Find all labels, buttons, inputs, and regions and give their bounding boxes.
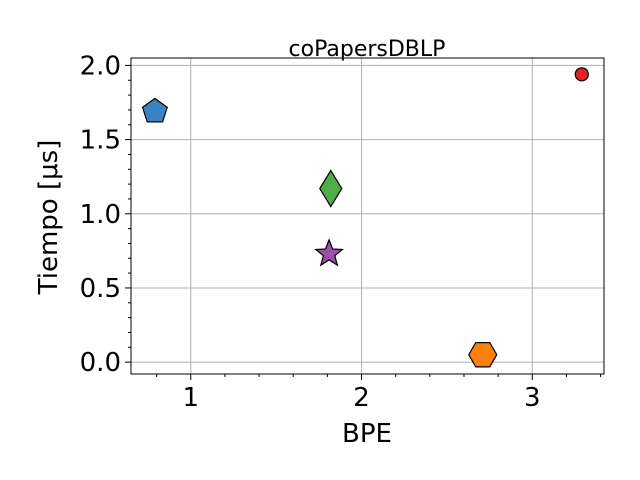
- axis-ticks: 1 2 3 0.0 0.5 1.0 1.5 2.0: [80, 51, 541, 413]
- grid: [131, 58, 604, 374]
- y-tick-label: 0.0: [80, 348, 121, 378]
- y-tick-label: 1.5: [80, 126, 121, 156]
- y-tick-label: 2.0: [80, 51, 121, 81]
- y-tick-label: 0.5: [80, 274, 121, 304]
- x-tick-label: 2: [353, 383, 370, 413]
- y-tick-label: 1.0: [80, 200, 121, 230]
- x-tick-label: 3: [524, 383, 541, 413]
- minor-ticks: [128, 79, 602, 377]
- circle-point: [574, 67, 589, 82]
- y-axis-label: Tiempo [μs]: [34, 140, 64, 296]
- star-point: [314, 238, 344, 267]
- x-tick-label: 1: [182, 383, 199, 413]
- hexagon-point: [468, 341, 498, 368]
- plot-frame: [130, 57, 605, 375]
- x-axis-label: BPE: [342, 419, 392, 449]
- diamond-point: [319, 169, 343, 208]
- pentagon-point: [141, 97, 168, 123]
- data-points: [141, 67, 589, 368]
